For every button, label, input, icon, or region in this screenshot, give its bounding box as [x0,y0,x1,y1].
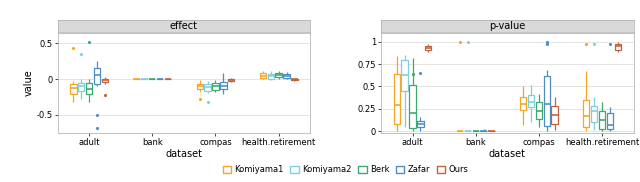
Bar [78,83,84,91]
Bar [528,95,534,107]
Bar [583,100,589,127]
Y-axis label: value: value [24,70,34,96]
Point [92,126,102,129]
Bar [417,121,424,128]
Point [100,94,110,96]
Point [76,53,86,56]
Bar [410,85,416,128]
Text: p-value: p-value [489,21,525,31]
Legend: Komiyama1, Komiyama2, Berk, Zafar, Ours: Komiyama1, Komiyama2, Berk, Zafar, Ours [220,162,472,178]
X-axis label: dataset: dataset [489,149,526,159]
Bar [552,106,558,124]
Point [455,40,465,43]
Bar [220,82,227,89]
Point [202,101,212,104]
Point [68,46,79,49]
Bar [284,74,290,78]
Bar [543,76,550,126]
Bar [268,74,274,78]
Bar [401,60,408,91]
Bar [228,78,234,81]
Point [581,43,591,46]
Bar [94,68,100,84]
Bar [196,84,203,89]
Bar [260,73,266,78]
Bar [212,83,219,90]
Bar [291,78,298,80]
Point [415,72,426,74]
Point [92,114,102,116]
Bar [599,111,605,129]
Point [408,72,418,75]
Point [541,43,552,46]
Bar [614,44,621,50]
Bar [102,78,108,82]
Bar [481,130,487,131]
Point [589,43,599,46]
X-axis label: dataset: dataset [165,149,202,159]
Bar [520,97,526,110]
Bar [204,84,211,91]
Point [84,41,94,43]
Bar [425,46,431,50]
Bar [70,84,77,94]
Point [605,43,615,46]
Bar [86,83,92,94]
Text: effect: effect [170,21,198,31]
Bar [591,106,597,122]
Point [463,40,473,43]
Bar [607,113,613,129]
Point [195,98,205,101]
Bar [394,74,400,124]
Bar [536,102,542,118]
Point [541,40,552,43]
Bar [275,73,282,77]
